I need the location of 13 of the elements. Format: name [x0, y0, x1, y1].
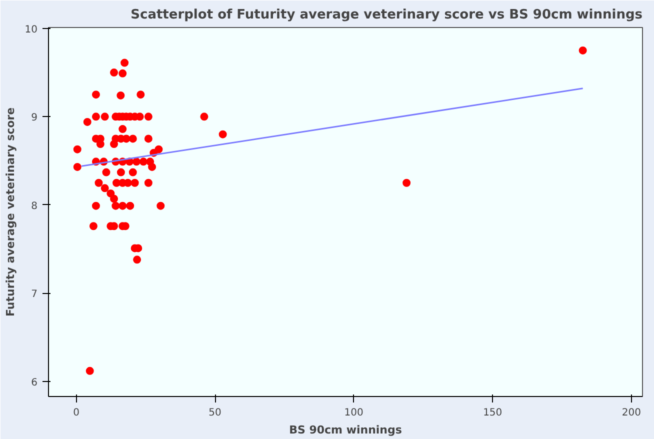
y-tick-label: 10 — [24, 24, 38, 36]
x-tick-label: 150 — [483, 408, 502, 418]
x-tick-label: 100 — [344, 408, 364, 418]
y-axis-title: Futurity average veterinary score — [4, 107, 17, 317]
y-tick-label: 6 — [31, 377, 38, 388]
x-tick-label: 200 — [622, 408, 641, 418]
y-tick-label: 8 — [31, 200, 38, 212]
y-tick-label: 9 — [31, 112, 38, 124]
x-tick-label: 0 — [73, 408, 80, 418]
x-axis-title: BS 90cm winnings — [289, 424, 402, 436]
y-tick-label: 7 — [31, 289, 38, 300]
x-tick-label: 50 — [208, 408, 222, 418]
chart-title: Scatterplot of Futurity average veterinary score vs BS 90cm winnings — [130, 8, 643, 22]
